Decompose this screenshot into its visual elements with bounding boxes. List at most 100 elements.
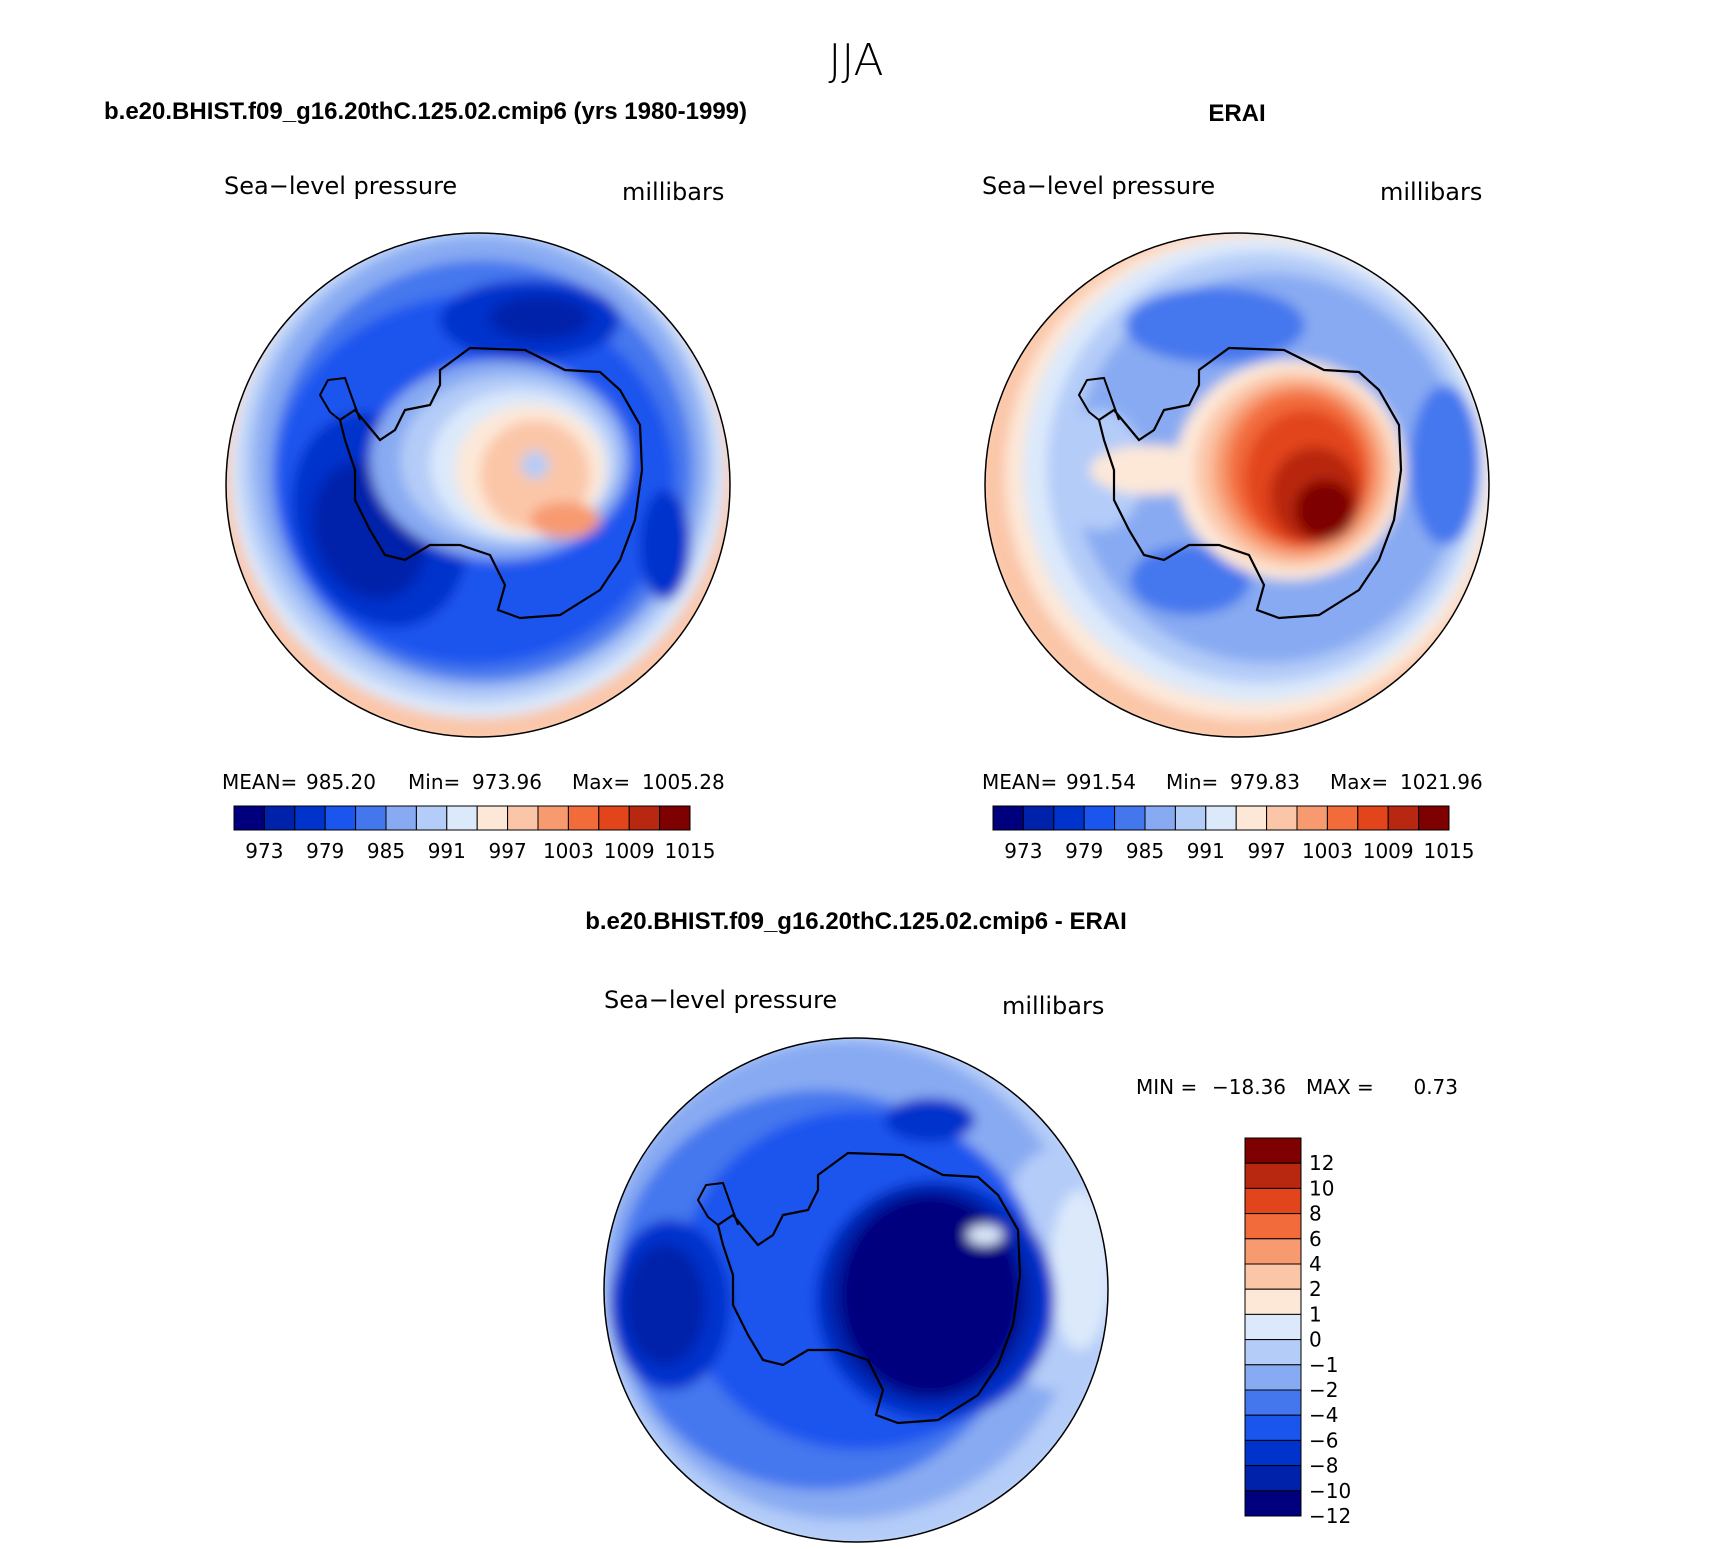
panel-model-min-value: 973.96 [472,770,542,794]
panel-diff-units-label: millibars [1002,992,1104,1020]
panel-diff-map [604,1038,1108,1542]
panel-model: b.e20.BHIST.f09_g16.20thC.125.02.cmip6 (… [104,98,747,863]
colorbar-box [1053,805,1085,831]
panel-erai: ERAI Sea−level pressure millibars [982,100,1490,863]
colorbar-box [446,805,478,831]
colorbar-box [1266,805,1298,831]
panel-diff-stats: MIN = −18.36 MAX = 0.73 [1136,1075,1458,1099]
colorbar-box [1244,1313,1302,1341]
colorbar-box [1326,805,1359,831]
panel-diff-max-label: MAX = [1306,1075,1374,1099]
panel-model-max-label: Max= [572,770,630,794]
colorbar-tick-label: 973 [1004,839,1042,863]
panel-model-mean-value: 985.20 [306,770,376,794]
colorbar-box [294,805,326,831]
colorbar-tick-label: 2 [1309,1277,1322,1301]
panel-erai-colorbar: 973 979 985 991 997 1003 1009 1015 [992,805,1475,863]
colorbar-box [1244,1364,1302,1391]
colorbar-box [385,805,417,831]
colorbar-tick-label: 991 [1187,839,1225,863]
panel-erai-min-value: 979.83 [1230,770,1300,794]
colorbar-box [415,805,448,831]
colorbar-box [1083,805,1116,831]
colorbar-box [476,805,509,831]
panel-erai-units-label: millibars [1380,178,1482,206]
colorbar-box [1244,1213,1302,1240]
panel-model-units-label: millibars [622,178,724,206]
colorbar-box [1244,1162,1302,1189]
panel-model-min-label: Min= [408,770,460,794]
colorbar-box [659,805,691,831]
colorbar-box [1387,805,1420,831]
colorbar-box [1244,1339,1302,1366]
panel-erai-mean-label: MEAN= [982,770,1057,794]
panel-erai-map [985,233,1489,737]
colorbar-box [1244,1263,1302,1290]
colorbar-box [233,805,265,831]
colorbar-box [1296,805,1328,831]
colorbar-box [1205,805,1237,831]
colorbar-box [507,805,539,831]
colorbar-tick-label: 1015 [665,839,716,863]
colorbar-tick-label: 1015 [1424,839,1475,863]
colorbar-box [628,805,661,831]
colorbar-tick-label: 12 [1309,1151,1334,1175]
colorbar-box [1235,805,1268,831]
antarctica-coastline-erai [1097,346,1403,620]
panel-model-colorbar: 973 979 985 991 997 1003 1009 1015 [233,805,716,863]
colorbar-tick-label: 997 [489,839,527,863]
colorbar-tick-label: −4 [1309,1403,1338,1427]
colorbar-box [355,805,387,831]
colorbar-tick-label: 979 [306,839,344,863]
panel-diff-variable-label: Sea−level pressure [604,986,837,1014]
colorbar-tick-label: 973 [245,839,283,863]
colorbar-box [1244,1389,1302,1416]
colorbar-tick-label: 8 [1309,1202,1322,1226]
panel-diff-min-label: MIN = [1136,1075,1197,1099]
colorbar-tick-label: 991 [428,839,466,863]
colorbar-tick-label: 997 [1248,839,1286,863]
colorbar-tick-label: 6 [1309,1227,1322,1251]
colorbar-box [1418,805,1450,831]
colorbar-box [992,805,1024,831]
panel-diff: b.e20.BHIST.f09_g16.20thC.125.02.cmip6 -… [585,908,1458,1543]
colorbar-tick-label: −10 [1309,1479,1351,1503]
colorbar-box [1244,1187,1302,1215]
panel-model-title: b.e20.BHIST.f09_g16.20thC.125.02.cmip6 (… [104,98,747,125]
panel-erai-variable-label: Sea−level pressure [982,172,1215,200]
panel-model-stats: MEAN= 985.20 Min= 973.96 Max= 1005.28 [222,770,725,794]
colorbar-box [1244,1288,1302,1315]
panel-model-mean-label: MEAN= [222,770,297,794]
colorbar-tick-label: −1 [1309,1353,1338,1377]
colorbar-tick-label: 979 [1065,839,1103,863]
colorbar-box [1244,1137,1302,1164]
colorbar-box [567,805,600,831]
colorbar-box [598,805,630,831]
panel-model-max-value: 1005.28 [642,770,725,794]
panel-model-map-border [225,232,731,738]
colorbar-box [1022,805,1055,831]
colorbar-box [1244,1490,1302,1517]
panel-erai-max-value: 1021.96 [1400,770,1483,794]
colorbar-tick-label: 4 [1309,1252,1322,1276]
colorbar-box [1244,1238,1302,1265]
colorbar-box [1357,805,1389,831]
panel-erai-max-label: Max= [1330,770,1388,794]
colorbar-tick-label: 10 [1309,1176,1334,1200]
panel-erai-min-label: Min= [1166,770,1218,794]
colorbar-tick-label: −8 [1309,1454,1338,1478]
colorbar-tick-label: 1003 [1302,839,1353,863]
colorbar-box [1244,1465,1302,1492]
antarctica-coastline-diff [716,1151,1022,1425]
panel-diff-map-border [603,1037,1109,1543]
panel-erai-title: ERAI [1208,100,1265,127]
colorbar-tick-label: 985 [1126,839,1164,863]
colorbar-box [1174,805,1207,831]
colorbar-tick-label: 0 [1309,1328,1322,1352]
colorbar-box [263,805,296,831]
colorbar-tick-label: 1009 [1363,839,1414,863]
colorbar-tick-label: −12 [1309,1504,1351,1528]
panel-erai-map-border [984,232,1490,738]
